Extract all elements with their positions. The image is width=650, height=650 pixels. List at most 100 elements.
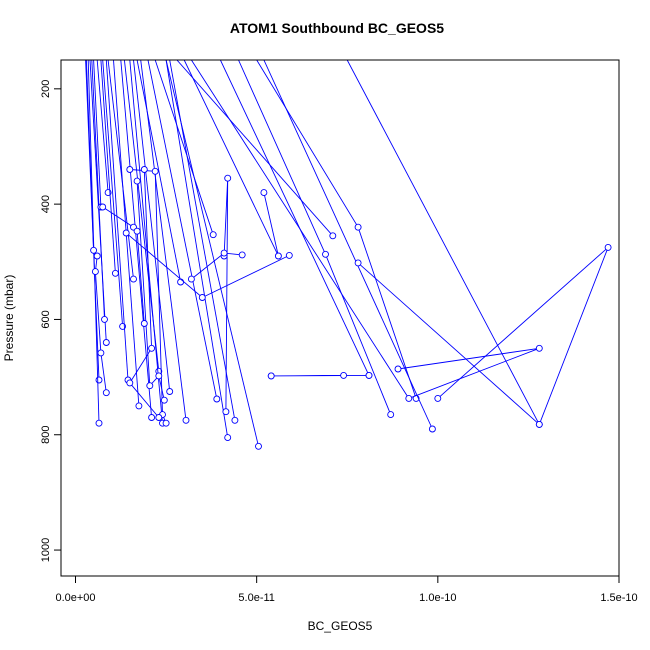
series-line-8 — [100, 60, 116, 274]
x-tick-label: 5.0e-11 — [238, 592, 275, 604]
data-point — [126, 379, 134, 387]
series-line-9 — [102, 60, 124, 327]
x-tick-label: 0.0e+00 — [55, 592, 95, 604]
series-line-33 — [191, 60, 540, 399]
data-point — [535, 420, 543, 428]
data-point — [198, 294, 206, 301]
data-point — [90, 246, 98, 254]
data-point — [140, 320, 148, 327]
data-point — [111, 269, 119, 277]
data-point — [267, 372, 275, 380]
data-point — [322, 250, 329, 258]
data-point — [146, 382, 154, 390]
data-point — [387, 411, 395, 419]
series-line-19 — [147, 60, 218, 400]
series-line-21 — [165, 60, 229, 438]
data-point — [126, 166, 134, 173]
y-tick-label: 400 — [40, 195, 52, 213]
data-point — [224, 434, 232, 442]
x-tick-label: 1.5e-10 — [600, 592, 637, 604]
data-point — [133, 177, 141, 185]
data-point — [151, 167, 159, 175]
data-point — [329, 232, 337, 240]
data-point — [604, 243, 612, 251]
data-point — [231, 416, 239, 424]
data-point — [182, 416, 190, 424]
series-line-13 — [120, 60, 153, 418]
series-line-23 — [165, 60, 259, 447]
series-line-6 — [93, 60, 102, 208]
x-axis: 0.0e+00 5.0e-11 1.0e-10 1.5e-10 — [55, 575, 638, 604]
series-line-26 — [176, 60, 334, 237]
data-point — [97, 349, 105, 357]
data-point — [95, 419, 103, 427]
data-point — [122, 229, 130, 237]
y-tick-label: 200 — [40, 80, 52, 98]
data-point — [95, 376, 103, 384]
data-point — [102, 389, 110, 397]
data-point — [428, 425, 436, 433]
data-point — [285, 251, 293, 259]
y-axis-label: Pressure (mbar) — [2, 275, 16, 362]
series-line-28 — [219, 60, 370, 376]
data-point — [177, 278, 185, 286]
data-point — [135, 402, 143, 410]
series-layer — [85, 60, 612, 450]
data-point — [224, 174, 232, 182]
data-point — [166, 388, 174, 395]
data-point — [255, 442, 262, 450]
data-point — [260, 189, 268, 197]
series-line-16 — [133, 60, 171, 392]
data-point — [91, 268, 99, 276]
series-line-20 — [154, 60, 214, 235]
data-point — [209, 231, 217, 239]
series-line-29 — [256, 60, 417, 399]
data-point — [148, 344, 156, 352]
data-point — [102, 339, 110, 346]
data-point — [133, 227, 141, 235]
series-line-10 — [105, 60, 129, 381]
data-point — [140, 166, 148, 173]
series-line-17 — [136, 60, 182, 283]
series-line-32 — [346, 60, 609, 426]
series-line-41 — [94, 255, 107, 393]
series-line-27 — [238, 60, 392, 415]
data-point — [130, 275, 137, 283]
series-line-30 — [263, 60, 433, 430]
data-point — [405, 394, 413, 402]
plot-frame — [60, 59, 620, 577]
series-line-18 — [140, 60, 187, 421]
series-line-15 — [129, 60, 163, 424]
data-point — [160, 396, 168, 404]
data-point — [354, 259, 362, 267]
data-point — [365, 371, 373, 379]
data-point — [394, 365, 402, 373]
series-line-5 — [85, 60, 95, 251]
y-axis: 200 400 600 800 1000 — [40, 80, 62, 562]
data-point — [99, 203, 107, 211]
data-point — [274, 252, 282, 260]
data-point — [220, 249, 228, 257]
x-axis-label: BC_GEOS5 — [308, 619, 373, 633]
x-tick-label: 1.0e-10 — [419, 592, 456, 604]
data-point — [354, 223, 362, 231]
series-line-4 — [91, 60, 105, 320]
data-point — [155, 414, 163, 421]
series-line-37 — [191, 252, 243, 280]
data-point — [187, 275, 195, 283]
series-line-34 — [271, 374, 370, 377]
series-line-39 — [129, 169, 160, 418]
y-tick-label: 800 — [40, 426, 52, 444]
y-tick-label: 1000 — [40, 538, 52, 562]
data-point — [213, 395, 221, 403]
data-point — [222, 408, 230, 416]
y-tick-label: 600 — [40, 310, 52, 328]
series-line-7 — [96, 60, 109, 193]
data-point — [93, 252, 101, 260]
series-line-31 — [357, 262, 540, 425]
data-point — [155, 372, 163, 380]
data-point — [238, 251, 246, 259]
data-point — [148, 414, 156, 421]
data-point — [101, 315, 108, 323]
